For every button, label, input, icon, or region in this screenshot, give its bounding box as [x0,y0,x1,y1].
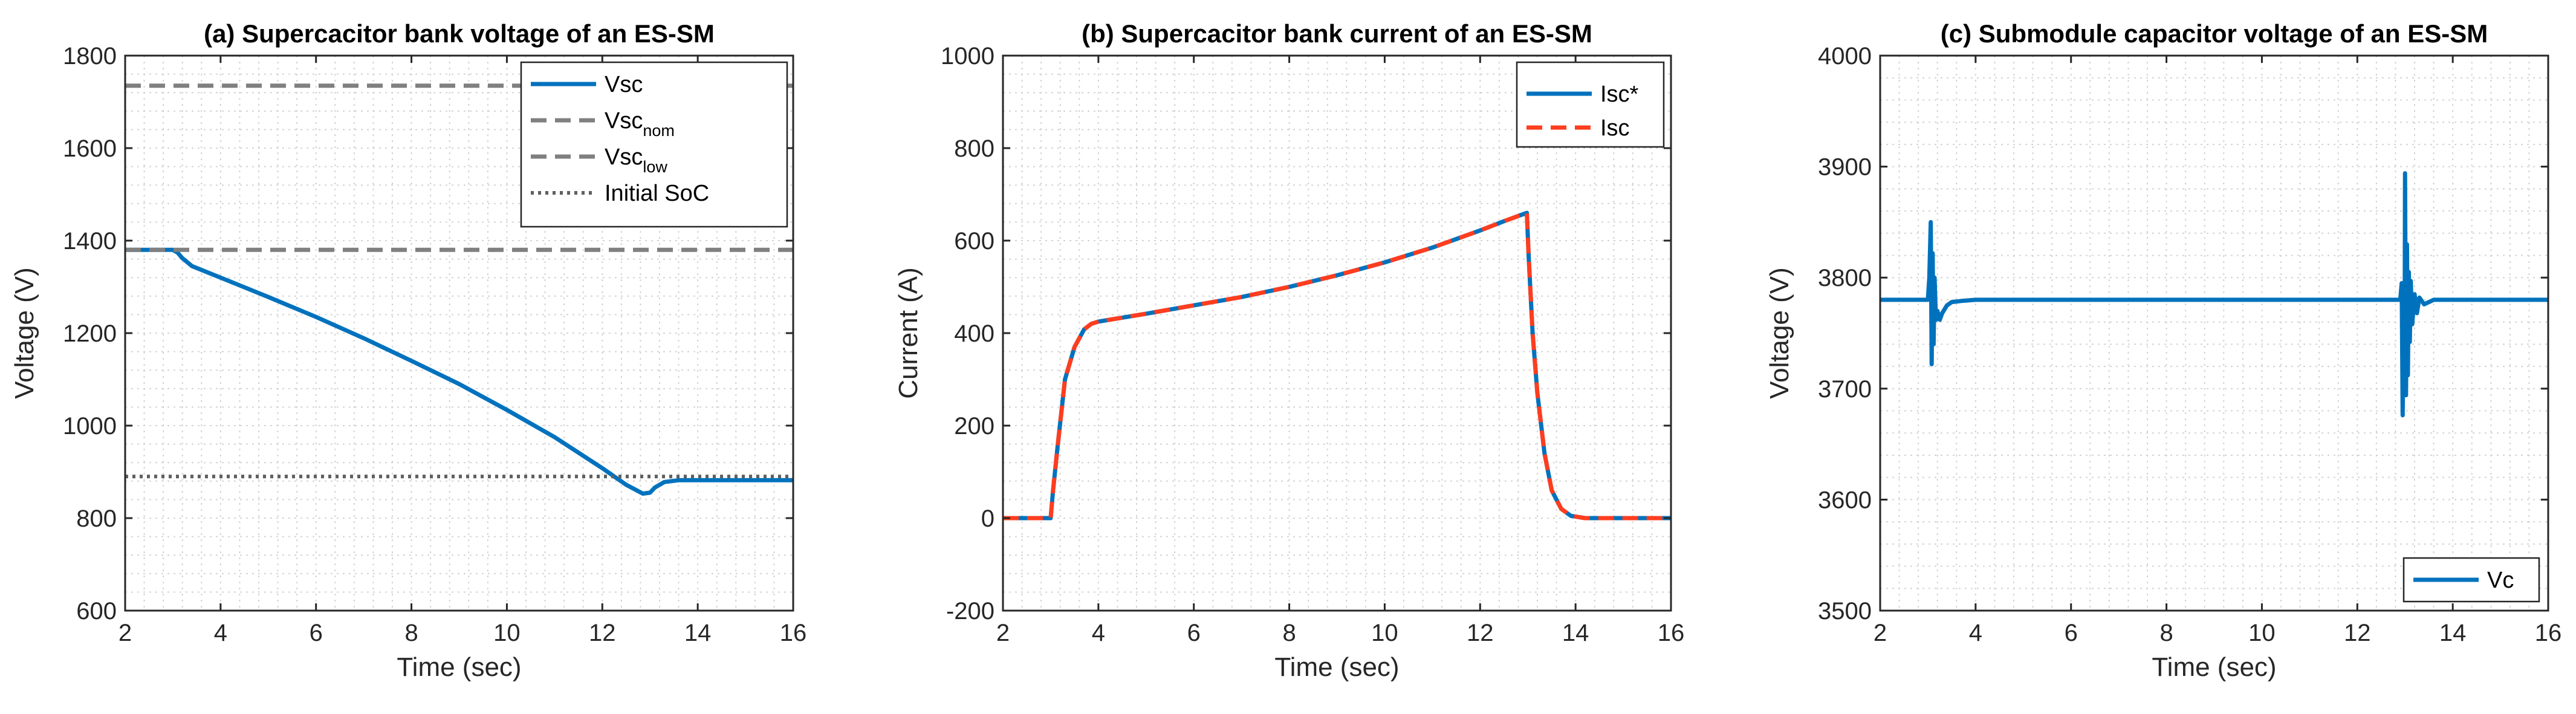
y-tick-label: 3900 [1818,154,1872,181]
x-tick-label: 4 [214,620,227,646]
x-tick-label: 6 [1187,620,1201,646]
chart-panel-2: 2 4 6 8 10 12 14 16 -200 0 200 400 600 800 1000 (b) Sup… [894,19,1684,682]
chart-title: (b) Supercacitor bank current of an ES-S… [1082,19,1592,48]
x-tick-label: 2 [1874,620,1887,646]
series-group [1880,171,2548,418]
chart-title: (a) Supercacitor bank voltage of an ES-S… [204,19,715,48]
series-line-vsc [125,247,793,496]
legend-label: Vsc [605,72,643,97]
y-tick-label: 1000 [63,413,117,440]
legend-label-text: Vsc [605,108,643,134]
x-tick-label: 8 [404,620,418,646]
legend-label-text: Vc [2487,568,2514,593]
x-tick-label: 10 [2248,620,2276,646]
y-tick-label: 400 [954,320,994,347]
x-tick-label: 16 [2535,620,2562,646]
axes-frame [1879,54,2549,612]
x-tick-label: 8 [1282,620,1296,646]
x-tick-label: 12 [589,620,616,646]
x-tick-label: 14 [1562,620,1589,646]
y-tick-label: 600 [954,228,994,255]
x-tick-label: 10 [493,620,521,646]
y-tick-label: 1000 [941,43,994,70]
x-tick-label: 2 [996,620,1010,646]
chart-panel-1: 2 4 6 8 10 12 14 16 600 800 1000 1200 1400 1600 1800 (a… [10,19,806,682]
x-tick-label: 6 [310,620,323,646]
x-axis-label: Time (sec) [397,652,521,682]
x-tick-label: 14 [2439,620,2467,646]
series-line-vc [1880,171,2548,418]
y-tick-label: -200 [946,598,994,625]
y-axis-label: Current (A) [894,267,923,399]
x-tick-label: 12 [2344,620,2371,646]
y-tick-label: 800 [954,135,994,162]
plot-area [1880,56,2548,611]
x-tick-label: 4 [1092,620,1105,646]
y-tick-label: 0 [981,505,994,532]
chart-panel-3: 2 4 6 8 10 12 14 16 3500 3600 3700 3800 3900 4000 (c) … [1765,19,2561,682]
legend-label-text: Vsc [605,72,643,97]
x-axis-label: Time (sec) [2152,652,2276,682]
y-tick-label: 1600 [63,135,117,162]
x-tick-label: 14 [684,620,712,646]
x-tick-label: 4 [1969,620,1982,646]
legend-label: Isc* [1600,82,1639,107]
x-tick-label: 6 [2065,620,2078,646]
y-axis-label: Voltage (V) [1765,267,1794,399]
y-tick-label: 1200 [63,320,117,347]
legend-label-text: Vsc [605,144,643,170]
y-tick-label: 3600 [1818,487,1872,513]
series-group [1003,210,1671,521]
y-tick-label: 1800 [63,43,117,70]
x-tick-label: 2 [118,620,132,646]
legend-label-text: Isc [1600,115,1630,141]
legend-box [520,61,788,228]
legend-label-text: Isc* [1600,82,1639,107]
x-axis-label: Time (sec) [1274,652,1399,682]
x-tick-label: 8 [2159,620,2173,646]
x-tick-label: 16 [1658,620,1685,646]
legend-label: Initial SoC [605,181,709,206]
chart-title: (c) Submodule capacitor voltage of an ES… [1941,19,2488,48]
legend: Vc [2402,557,2540,603]
legend: Isc* Isc [1516,61,1665,148]
legend-label: Vc [2487,568,2514,593]
legend-label-subscript: low [643,158,667,176]
y-tick-label: 3800 [1818,265,1872,291]
series-line-isc- [1003,210,1671,521]
y-tick-label: 200 [954,413,994,440]
y-tick-label: 3700 [1818,376,1872,403]
legend-box [1516,61,1665,148]
y-tick-label: 600 [76,598,117,625]
y-axis-label: Voltage (V) [10,267,39,399]
y-tick-label: 800 [76,505,117,532]
legend-label-text: Initial SoC [605,181,709,206]
y-tick-label: 3500 [1818,598,1872,625]
x-tick-label: 10 [1371,620,1398,646]
y-tick-label: 4000 [1818,43,1872,70]
x-tick-label: 16 [780,620,807,646]
legend-label: Vscnom [605,108,675,140]
legend-label: Isc [1600,115,1630,141]
legend-label-subscript: nom [643,122,675,140]
y-tick-label: 1400 [63,228,117,255]
x-tick-label: 12 [1467,620,1494,646]
legend-label: Vsclow [605,144,667,176]
